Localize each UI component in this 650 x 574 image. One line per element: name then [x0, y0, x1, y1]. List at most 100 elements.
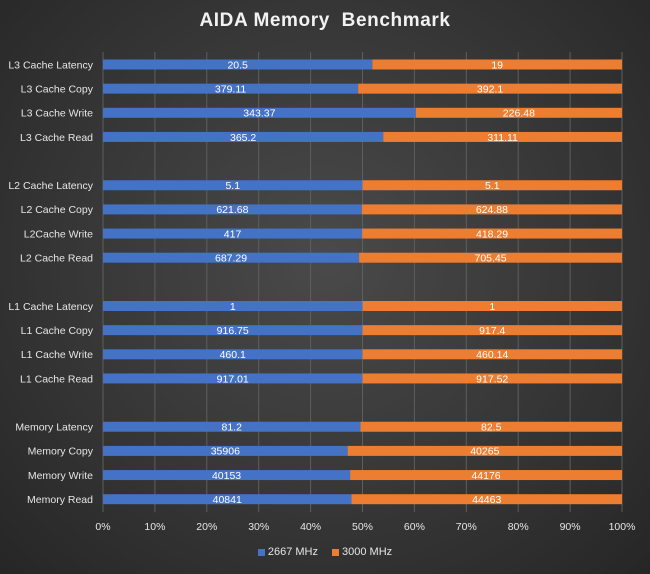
bar-2667 — [103, 131, 384, 142]
bar-3000 — [358, 83, 622, 94]
data-label-3000: 5.1 — [485, 180, 500, 192]
bar-2667 — [103, 107, 416, 118]
bar-2667 — [103, 180, 363, 191]
category-label: L2 Cache Latency — [8, 180, 93, 192]
bar-2667 — [103, 445, 348, 456]
legend-label-3000: 3000 MHz — [342, 546, 393, 558]
category-label: L3 Cache Write — [21, 108, 93, 120]
data-label-2667: 20.5 — [227, 59, 248, 71]
data-label-2667: 35906 — [211, 446, 240, 458]
legend-label-2667: 2667 MHz — [267, 546, 318, 558]
x-tick-label: 70% — [456, 521, 477, 533]
category-label: L2 Cache Copy — [21, 204, 94, 216]
data-label-2667: 81.2 — [222, 422, 243, 434]
bar-3000 — [347, 445, 622, 456]
category-label: L1 Cache Copy — [21, 325, 94, 337]
data-label-3000: 392.1 — [477, 83, 503, 95]
bar-2667 — [103, 252, 360, 263]
data-label-2667: 379.11 — [215, 83, 246, 95]
category-label: L3 Cache Read — [20, 132, 93, 144]
category-label: L2 Cache Read — [20, 253, 93, 265]
data-label-3000: 44176 — [471, 470, 500, 482]
bar-2667 — [103, 349, 363, 360]
legend-item-3000: 3000 MHz — [332, 546, 392, 558]
bar-3000 — [350, 470, 622, 481]
bar-3000 — [361, 204, 622, 215]
bar-2667 — [103, 373, 363, 384]
data-label-3000: 82.5 — [481, 422, 502, 434]
data-label-2667: 460.1 — [220, 349, 246, 361]
data-label-3000: 624.88 — [476, 204, 508, 216]
bar-2667 — [103, 204, 362, 215]
data-label-2667: 40153 — [212, 470, 241, 482]
x-tick-label: 100% — [609, 521, 636, 533]
bar-2667 — [103, 301, 363, 311]
category-label: Memory Read — [27, 494, 93, 506]
chart-title: AIDA Memory Benchmark — [199, 10, 451, 31]
bar-3000 — [383, 131, 622, 142]
category-label: L2Cache Write — [24, 228, 93, 240]
bar-2667 — [103, 228, 363, 239]
data-label-3000: 44463 — [472, 494, 501, 506]
bar-3000 — [362, 301, 622, 311]
data-label-3000: 19 — [491, 59, 503, 71]
category-label: Memory Latency — [15, 422, 93, 434]
bar-3000 — [362, 349, 622, 360]
bar-2667 — [103, 59, 373, 70]
category-label: Memory Write — [28, 470, 93, 482]
bar-3000 — [359, 252, 622, 263]
x-tick-label: 30% — [248, 521, 269, 533]
bar-3000 — [372, 59, 622, 70]
legend: 2667 MHz 3000 MHz — [0, 546, 650, 558]
data-label-3000: 418.29 — [476, 228, 508, 240]
bar-3000 — [362, 373, 622, 384]
data-label-3000: 311.11 — [487, 132, 518, 144]
data-label-2667: 343.37 — [243, 108, 275, 120]
category-label: L3 Cache Latency — [8, 59, 93, 71]
data-label-2667: 1 — [230, 301, 236, 313]
bar-3000 — [360, 421, 622, 432]
data-label-2667: 40841 — [213, 494, 242, 506]
bar-3000 — [362, 325, 622, 336]
data-label-2667: 365.2 — [230, 132, 256, 144]
bar-2667 — [103, 494, 352, 505]
data-label-3000: 40265 — [470, 446, 499, 458]
category-label: L1 Cache Read — [20, 373, 93, 385]
legend-swatch-3000 — [332, 548, 339, 556]
data-label-3000: 917.4 — [479, 325, 505, 337]
x-tick-label: 90% — [560, 521, 581, 533]
data-label-2667: 621.68 — [216, 204, 248, 216]
x-tick-label: 60% — [404, 521, 425, 533]
legend-swatch-2667 — [257, 548, 265, 556]
x-tick-label: 40% — [300, 521, 321, 533]
x-tick-label: 10% — [144, 521, 165, 533]
legend-item-2667: 2667 MHz — [257, 546, 318, 558]
x-tick-label: 50% — [352, 521, 373, 533]
data-label-2667: 917.01 — [217, 373, 249, 385]
category-label: L1 Cache Latency — [8, 301, 93, 313]
x-tick-label: 0% — [95, 521, 110, 533]
x-tick-label: 80% — [508, 521, 529, 533]
bar-2667 — [103, 470, 351, 481]
data-label-2667: 687.29 — [215, 253, 247, 265]
bar-3000 — [415, 107, 622, 118]
data-label-3000: 460.14 — [476, 349, 508, 361]
data-label-3000: 705.45 — [474, 253, 506, 265]
data-label-2667: 5.1 — [225, 180, 240, 192]
data-label-2667: 916.75 — [217, 325, 249, 337]
x-tick-label: 20% — [196, 521, 217, 533]
data-label-2667: 417 — [224, 228, 242, 240]
bar-3000 — [362, 228, 622, 239]
data-label-3000: 226.48 — [503, 108, 535, 120]
data-label-3000: 1 — [489, 301, 495, 313]
bar-2667 — [103, 421, 361, 432]
bar-3000 — [362, 180, 622, 191]
category-label: Memory Copy — [28, 446, 94, 458]
bar-2667 — [103, 325, 363, 336]
data-label-3000: 917.52 — [476, 373, 508, 385]
bar-2667 — [103, 83, 359, 94]
category-label: L1 Cache Write — [21, 349, 93, 361]
bar-3000 — [351, 494, 622, 505]
